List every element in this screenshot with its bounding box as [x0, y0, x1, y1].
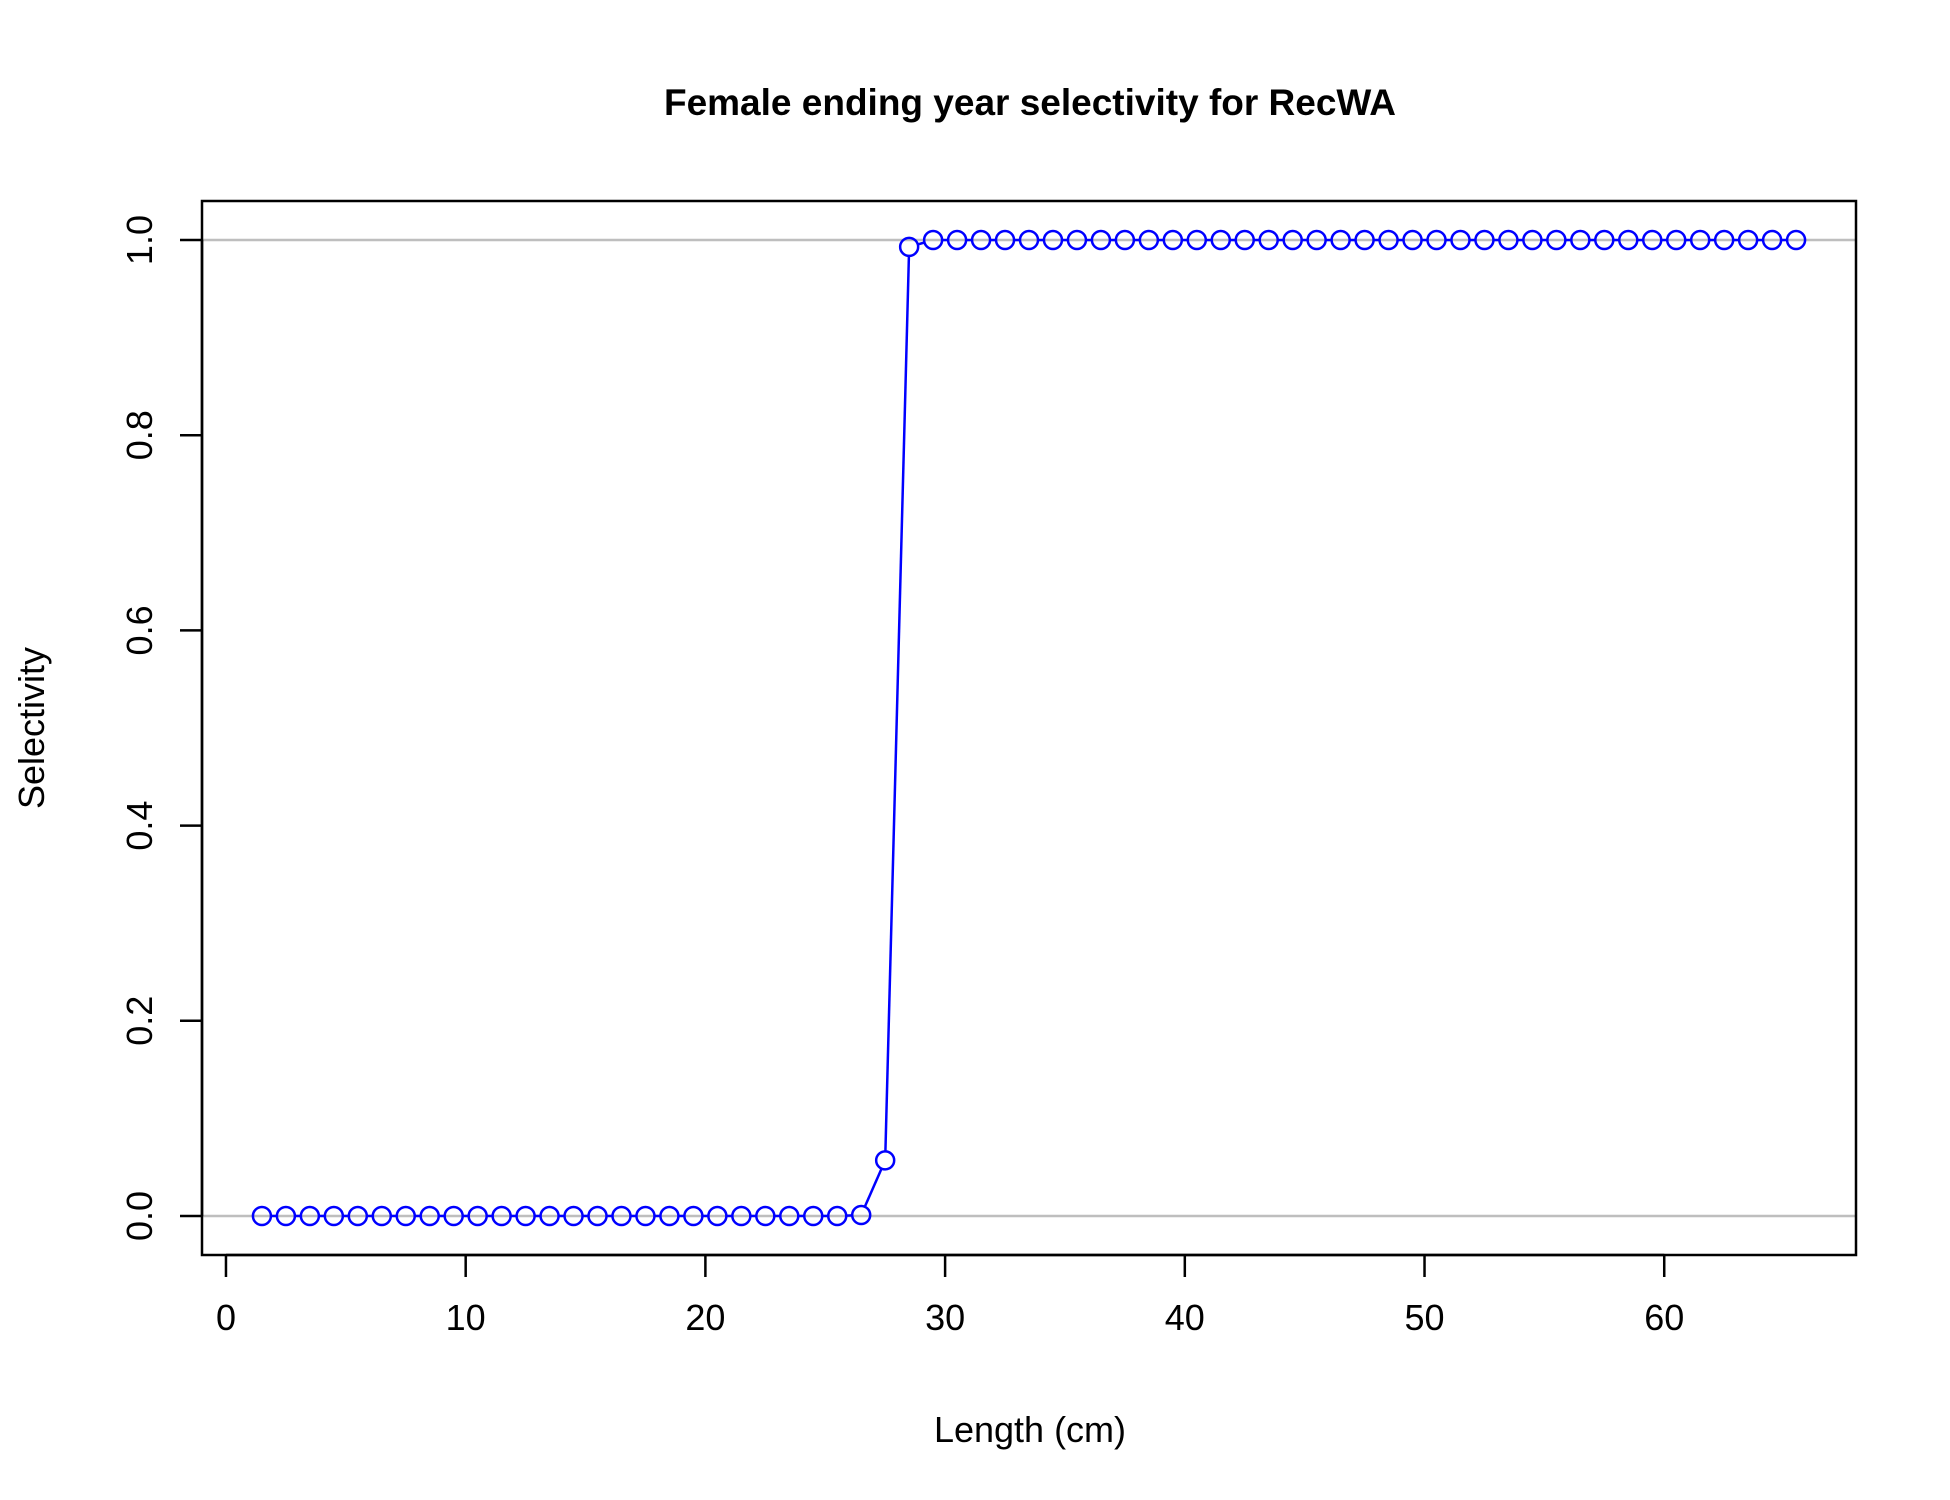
y-tick-label: 0.0	[119, 1191, 160, 1241]
x-axis: 0 10 20 30 40 50 60	[216, 1253, 1684, 1338]
data-point	[563, 1205, 584, 1227]
y-tick-label: 0.6	[119, 605, 160, 655]
data-point	[419, 1205, 440, 1227]
data-point	[659, 1205, 680, 1227]
data-point	[1665, 229, 1687, 251]
data-point	[1689, 229, 1711, 251]
data-point	[898, 236, 920, 258]
data-point	[323, 1205, 345, 1227]
data-point	[1618, 229, 1639, 251]
data-point	[467, 1205, 488, 1227]
data-point	[874, 1150, 896, 1171]
data-point	[683, 1205, 704, 1227]
data-point	[1114, 229, 1136, 251]
data-point	[275, 1205, 297, 1227]
data-point	[1761, 229, 1783, 251]
data-point	[1378, 229, 1399, 251]
data-point	[1474, 229, 1495, 251]
series-segment	[863, 1168, 883, 1208]
data-point	[1042, 229, 1064, 251]
data-point	[1162, 229, 1184, 251]
data-point	[1282, 229, 1303, 251]
series-layer	[251, 229, 1807, 1227]
data-point	[755, 1205, 776, 1227]
data-point	[515, 1205, 536, 1227]
data-point	[251, 1205, 273, 1227]
data-point	[707, 1205, 728, 1227]
data-point	[1330, 229, 1351, 251]
data-point	[731, 1205, 752, 1227]
y-tick-label: 0.4	[119, 801, 160, 851]
x-tick-label: 20	[685, 1297, 725, 1338]
data-point	[347, 1205, 369, 1227]
data-point	[443, 1205, 464, 1227]
data-point	[635, 1205, 656, 1227]
data-point	[1234, 229, 1255, 251]
data-point	[299, 1205, 321, 1227]
data-point	[1354, 229, 1375, 251]
data-point	[994, 229, 1016, 251]
data-point	[922, 229, 944, 251]
data-point	[1594, 229, 1615, 251]
series-segment	[884, 255, 911, 1152]
data-point	[1785, 229, 1807, 251]
chart-title: Female ending year selectivity for RecWA	[664, 82, 1396, 123]
data-point	[803, 1205, 824, 1227]
data-point	[1306, 229, 1327, 251]
data-point	[1138, 229, 1160, 251]
data-point	[1258, 229, 1279, 251]
reference-lines	[202, 238, 1856, 1218]
x-tick-label: 50	[1404, 1297, 1444, 1338]
y-tick-label: 0.8	[119, 410, 160, 460]
data-point	[1018, 229, 1040, 251]
data-point	[1426, 229, 1447, 251]
data-point	[1713, 229, 1735, 251]
data-point	[850, 1204, 872, 1226]
data-point	[1737, 229, 1759, 251]
y-axis: 0.0 0.2 0.4 0.6 0.8 1.0	[119, 215, 204, 1241]
x-axis-label: Length (cm)	[934, 1409, 1126, 1450]
y-axis-label: Selectivity	[11, 647, 52, 809]
x-tick-label: 30	[925, 1297, 965, 1338]
plot-frame	[200, 199, 1858, 1257]
data-point	[1522, 229, 1543, 251]
y-tick-label: 1.0	[119, 215, 160, 265]
data-point	[946, 229, 968, 251]
data-point	[1546, 229, 1567, 251]
data-point	[826, 1205, 848, 1227]
data-point	[395, 1205, 417, 1227]
data-point	[587, 1205, 608, 1227]
data-point	[491, 1205, 512, 1227]
data-point	[1210, 229, 1232, 251]
data-point	[1066, 229, 1088, 251]
data-point	[1402, 229, 1423, 251]
x-tick-label: 40	[1165, 1297, 1205, 1338]
data-point	[1186, 229, 1208, 251]
data-point	[371, 1205, 393, 1227]
x-tick-label: 0	[216, 1297, 236, 1338]
data-point	[1570, 229, 1591, 251]
data-point	[779, 1205, 800, 1227]
x-tick-label: 10	[446, 1297, 486, 1338]
data-point	[970, 229, 992, 251]
data-point	[611, 1205, 632, 1227]
data-point	[1090, 229, 1112, 251]
data-point	[539, 1205, 560, 1227]
y-tick-label: 0.2	[119, 996, 160, 1046]
data-point	[1641, 229, 1663, 251]
x-tick-label: 60	[1644, 1297, 1684, 1338]
data-point	[1498, 229, 1519, 251]
data-point	[1450, 229, 1471, 251]
